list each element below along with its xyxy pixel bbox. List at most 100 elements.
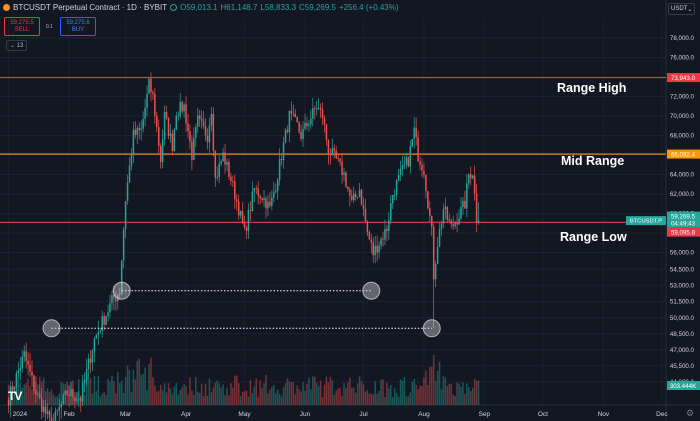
volume-bar [419, 385, 421, 405]
volume-bar [343, 383, 345, 405]
candle-body [163, 111, 166, 140]
candle-body [33, 375, 35, 391]
volume-bar [122, 392, 125, 405]
candle-body [354, 194, 357, 197]
chart-header: BTCUSDT Perpetual Contract · 1D · BYBIT … [3, 3, 399, 12]
volume-bar [159, 384, 162, 405]
candle-body [159, 146, 162, 163]
candle-body [454, 222, 456, 227]
candle-body [362, 204, 365, 209]
candle-body [161, 139, 164, 163]
volume-bar [103, 392, 105, 405]
mid-range-price-label: 66,092.4 [671, 151, 696, 158]
volume-bar [438, 361, 441, 405]
volume-bar [44, 391, 47, 405]
grid-lines [0, 18, 666, 405]
range-low-annotation: Range Low [560, 230, 627, 244]
buy-label: BUY [71, 26, 85, 33]
y-tick-label: 48,500.0 [670, 331, 695, 338]
candle-body [347, 186, 349, 190]
volume-bar [136, 360, 139, 405]
volume-bar [442, 375, 445, 405]
candle-body [386, 228, 388, 231]
volume-bar [315, 382, 318, 405]
x-tick-label: Dec [656, 411, 668, 418]
volume-bar [197, 391, 199, 405]
candle-body [212, 113, 215, 151]
candle-body [11, 386, 14, 391]
candle-body [395, 180, 398, 195]
candle-body [413, 127, 415, 139]
candle-body [144, 107, 146, 119]
candle-body [156, 115, 158, 128]
volume-bar [249, 380, 252, 405]
candle-body [208, 125, 211, 143]
range-low-price-label: 59,095.8 [671, 229, 696, 236]
currency-selector[interactable]: USDT ⌄ [668, 3, 695, 15]
volume-bar [429, 366, 431, 405]
volume-bar [216, 380, 218, 405]
volume-bar [206, 395, 209, 405]
countdown-label: 04:49:43 [671, 221, 696, 228]
candle-body [251, 191, 254, 211]
volume-bar [21, 388, 23, 405]
candle-body [265, 198, 267, 209]
volume-bar [228, 395, 230, 405]
volume-bar [354, 392, 357, 405]
volume-bar [364, 391, 367, 405]
sell-button[interactable]: 59,275.5 SELL [4, 17, 40, 36]
volume-bar [163, 383, 166, 405]
candle-body [214, 150, 217, 178]
volume-bar [339, 387, 341, 405]
current-price-bg [667, 211, 700, 228]
volume-bar [124, 376, 127, 405]
x-tick-label: May [238, 411, 251, 418]
candle-body [409, 146, 412, 167]
volume-bar [458, 383, 460, 405]
volume-bar [195, 377, 197, 405]
gear-icon[interactable]: ⚙ [685, 408, 695, 418]
volume-bar [202, 396, 205, 405]
volume-bar [275, 393, 277, 405]
volume-bar [200, 384, 203, 405]
volume-bar [257, 396, 259, 405]
volume-bar [448, 384, 451, 405]
volume-bar [9, 395, 12, 405]
y-tick-label: 70,000.0 [670, 113, 695, 120]
volume-bar [302, 382, 304, 405]
volume-bar [358, 376, 361, 405]
candle-body [300, 131, 302, 139]
candle-body [306, 122, 308, 126]
candle-body [220, 161, 222, 164]
range-high-price-label-bg [667, 73, 700, 83]
buy-button[interactable]: 59,275.6 BUY [60, 17, 96, 36]
tradingview-logo[interactable]: TV [8, 389, 22, 403]
volume-bar [366, 389, 369, 405]
volume-bar [290, 381, 293, 405]
volume-bar [349, 377, 351, 405]
volume-bar [312, 376, 314, 405]
candle-body [54, 411, 57, 421]
candle-body [249, 209, 252, 211]
candle-body [99, 331, 101, 332]
volume-bar [68, 384, 70, 405]
candle-body [380, 238, 382, 246]
volume-bar [239, 396, 242, 405]
indicators-toggle[interactable]: ⌄ 13 [6, 40, 28, 51]
volume-bar [193, 394, 195, 405]
candle-body [345, 172, 347, 187]
candle-body [113, 295, 115, 299]
candle-body [333, 148, 335, 151]
volume-bar [261, 388, 263, 405]
volume-bar [372, 394, 374, 405]
volume-bar [134, 379, 137, 405]
volume-bar [175, 383, 178, 405]
candle-body [140, 128, 142, 130]
symbol-title[interactable]: BTCUSDT Perpetual Contract · 1D · BYBIT [13, 3, 168, 12]
volume-bar [85, 378, 88, 405]
volume-bar [117, 371, 119, 405]
volume-bar [107, 379, 109, 405]
volume-bar [384, 396, 386, 405]
